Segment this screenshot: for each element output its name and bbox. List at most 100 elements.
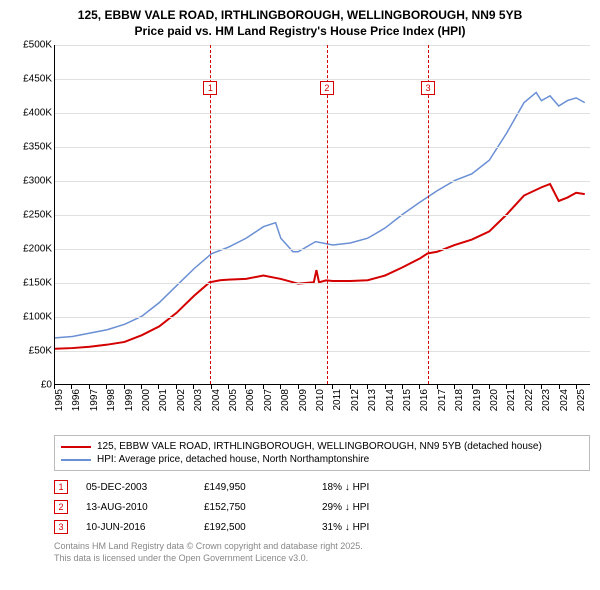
x-tick-mark (472, 385, 473, 389)
series-line (55, 184, 585, 349)
chart-area: £0£50K£100K£150K£200K£250K£300K£350K£400… (10, 45, 590, 435)
x-tick-mark (298, 385, 299, 389)
x-tick-mark (385, 385, 386, 389)
x-tick-label: 2006 (245, 389, 256, 411)
legend-label-price-paid: 125, EBBW VALE ROAD, IRTHLINGBOROUGH, WE… (97, 441, 542, 452)
sales-table: 105-DEC-2003£149,95018% ↓ HPI213-AUG-201… (54, 477, 590, 537)
x-tick-mark (89, 385, 90, 389)
x-tick-mark (245, 385, 246, 389)
y-tick-label: £0 (41, 380, 52, 391)
x-tick-label: 2024 (559, 389, 570, 411)
y-tick-label: £400K (23, 108, 52, 119)
y-tick-label: £250K (23, 210, 52, 221)
sale-row: 105-DEC-2003£149,95018% ↓ HPI (54, 477, 590, 497)
sale-row: 3 10-JUN-2016 £192,500 31% ↓ HPI (54, 517, 590, 537)
grid-line-h (55, 215, 590, 216)
x-tick-label: 2025 (576, 389, 587, 411)
x-tick-label: 2009 (298, 389, 309, 411)
sale-vmarker: 2 (320, 81, 334, 95)
grid-line-h (55, 351, 590, 352)
sale-diff: 31% ↓ HPI (322, 522, 402, 533)
x-tick-label: 2015 (402, 389, 413, 411)
x-tick-label: 2004 (211, 389, 222, 411)
x-tick-label: 2007 (263, 389, 274, 411)
x-tick-mark (559, 385, 560, 389)
sale-diff: 29% ↓ HPI (322, 502, 402, 513)
x-tick-label: 2022 (524, 389, 535, 411)
x-tick-label: 2017 (437, 389, 448, 411)
x-tick-label: 2002 (176, 389, 187, 411)
x-tick-mark (454, 385, 455, 389)
x-tick-label: 2020 (489, 389, 500, 411)
x-tick-label: 1997 (89, 389, 100, 411)
x-tick-label: 2012 (350, 389, 361, 411)
x-tick-mark (158, 385, 159, 389)
x-axis: 1995199619971998199920002001200220032004… (54, 385, 590, 433)
y-tick-label: £100K (23, 312, 52, 323)
legend-row-price-paid: 125, EBBW VALE ROAD, IRTHLINGBOROUGH, WE… (61, 440, 583, 453)
x-tick-label: 2008 (280, 389, 291, 411)
x-tick-mark (402, 385, 403, 389)
footer-line-1: Contains HM Land Registry data © Crown c… (54, 541, 590, 553)
x-tick-label: 2003 (193, 389, 204, 411)
footer-line-2: This data is licensed under the Open Gov… (54, 553, 590, 565)
y-tick-label: £300K (23, 176, 52, 187)
x-tick-mark (541, 385, 542, 389)
x-tick-mark (489, 385, 490, 389)
legend-swatch-price-paid (61, 446, 91, 448)
x-tick-label: 2021 (506, 389, 517, 411)
x-tick-mark (124, 385, 125, 389)
y-tick-label: £150K (23, 278, 52, 289)
x-tick-label: 2018 (454, 389, 465, 411)
x-tick-label: 2010 (315, 389, 326, 411)
x-tick-mark (54, 385, 55, 389)
sale-diff: 18% ↓ HPI (322, 482, 402, 493)
grid-line-h (55, 249, 590, 250)
title-line-2: Price paid vs. HM Land Registry's House … (10, 24, 590, 40)
x-tick-mark (71, 385, 72, 389)
legend-label-hpi: HPI: Average price, detached house, Nort… (97, 454, 369, 465)
sale-date: 05-DEC-2003 (86, 482, 186, 493)
x-tick-mark (106, 385, 107, 389)
x-tick-label: 2016 (419, 389, 430, 411)
x-tick-label: 2001 (158, 389, 169, 411)
y-tick-label: £450K (23, 74, 52, 85)
x-tick-mark (437, 385, 438, 389)
grid-line-h (55, 283, 590, 284)
x-tick-label: 2014 (385, 389, 396, 411)
sale-price: £192,500 (204, 522, 304, 533)
sale-row: 213-AUG-2010£152,75029% ↓ HPI (54, 497, 590, 517)
footer-note: Contains HM Land Registry data © Crown c… (54, 541, 590, 564)
y-tick-label: £50K (29, 346, 52, 357)
plot-area: 123 (54, 45, 590, 385)
x-tick-label: 1998 (106, 389, 117, 411)
sale-vline (210, 45, 211, 384)
sale-marker: 3 (54, 520, 68, 534)
x-tick-mark (228, 385, 229, 389)
chart-container: 125, EBBW VALE ROAD, IRTHLINGBOROUGH, WE… (0, 0, 600, 590)
sale-price: £152,750 (204, 502, 304, 513)
x-tick-mark (176, 385, 177, 389)
y-axis: £0£50K£100K£150K£200K£250K£300K£350K£400… (10, 45, 54, 385)
x-tick-mark (332, 385, 333, 389)
x-tick-mark (524, 385, 525, 389)
x-tick-label: 2011 (332, 389, 343, 411)
title-line-1: 125, EBBW VALE ROAD, IRTHLINGBOROUGH, WE… (10, 8, 590, 24)
legend-swatch-hpi (61, 459, 91, 461)
grid-line-h (55, 79, 590, 80)
grid-line-h (55, 45, 590, 46)
x-tick-mark (280, 385, 281, 389)
x-tick-mark (576, 385, 577, 389)
x-tick-label: 1995 (54, 389, 65, 411)
sale-vmarker: 3 (421, 81, 435, 95)
x-tick-label: 1996 (71, 389, 82, 411)
y-tick-label: £200K (23, 244, 52, 255)
x-tick-mark (367, 385, 368, 389)
sale-date: 10-JUN-2016 (86, 522, 186, 533)
x-tick-label: 2023 (541, 389, 552, 411)
grid-line-h (55, 181, 590, 182)
x-tick-label: 1999 (124, 389, 135, 411)
sale-marker: 1 (54, 480, 68, 494)
x-tick-label: 2005 (228, 389, 239, 411)
x-tick-mark (419, 385, 420, 389)
